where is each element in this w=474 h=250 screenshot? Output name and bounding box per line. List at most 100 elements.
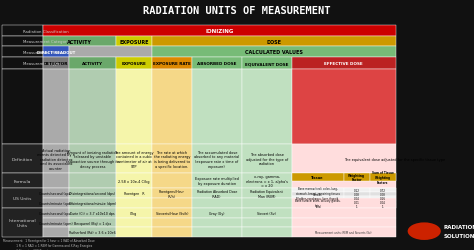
Bar xyxy=(152,228,192,237)
Bar xyxy=(152,37,396,47)
Bar xyxy=(69,208,116,218)
Text: Gonads: Gonads xyxy=(313,192,322,196)
Text: ACTIVITY: ACTIVITY xyxy=(82,62,103,66)
Text: Disintegrations/minute (dpm): Disintegrations/minute (dpm) xyxy=(69,202,116,205)
Text: Roentgen   R: Roentgen R xyxy=(124,192,144,196)
Bar xyxy=(292,200,344,204)
Text: Measurement Method: Measurement Method xyxy=(23,50,65,54)
Text: DOSE: DOSE xyxy=(266,40,281,44)
Text: Sum of Tissue
Weighting
Factors: Sum of Tissue Weighting Factors xyxy=(372,171,394,184)
Text: The amount of energy
contained in a cubic
centimeter of air at
STP: The amount of energy contained in a cubi… xyxy=(114,150,154,168)
Bar xyxy=(292,204,344,208)
Text: 0.04: 0.04 xyxy=(354,196,360,200)
Bar xyxy=(344,204,370,208)
Text: The accumulated dose
absorbed to any material
(exposure rate x time of
exposure): The accumulated dose absorbed to any mat… xyxy=(194,150,239,168)
Text: 0.01: 0.01 xyxy=(354,200,360,204)
Bar xyxy=(152,208,192,218)
Bar xyxy=(69,174,116,188)
Bar xyxy=(43,37,116,47)
Text: 0.08: 0.08 xyxy=(380,192,386,196)
Text: EFFECTIVE DOSE: EFFECTIVE DOSE xyxy=(324,62,363,66)
Text: Bladder, esophagus, liver, thyroid: Bladder, esophagus, liver, thyroid xyxy=(296,196,339,200)
Text: SOLUTIONS: SOLUTIONS xyxy=(443,233,474,238)
Bar xyxy=(292,174,396,188)
Bar xyxy=(370,196,396,200)
Bar xyxy=(116,218,152,228)
Bar xyxy=(370,174,396,181)
Text: EQUIVALENT DOSE: EQUIVALENT DOSE xyxy=(245,62,288,66)
Bar xyxy=(43,218,69,228)
Bar xyxy=(152,174,192,188)
Text: Radiation Absorbed Dose
(RAD): Radiation Absorbed Dose (RAD) xyxy=(197,189,237,198)
Bar xyxy=(292,145,396,174)
Text: DETECTOR: DETECTOR xyxy=(44,62,68,66)
Bar xyxy=(242,198,292,208)
Bar xyxy=(2,145,43,174)
Bar xyxy=(242,174,292,188)
Bar xyxy=(292,58,396,70)
Bar xyxy=(43,70,69,145)
Bar xyxy=(69,218,116,228)
Bar xyxy=(2,174,43,188)
Text: Weighting
Factor: Weighting Factor xyxy=(348,173,365,182)
Text: Radiation Classification: Radiation Classification xyxy=(23,30,68,34)
Text: Measurement Type: Measurement Type xyxy=(23,62,59,66)
Text: Counts/minute (cpm): Counts/minute (cpm) xyxy=(39,202,73,205)
Bar xyxy=(242,218,292,228)
Bar xyxy=(370,188,396,192)
Text: EXPOSURE RATE: EXPOSURE RATE xyxy=(153,62,191,66)
Bar xyxy=(2,26,43,37)
Bar xyxy=(43,174,69,188)
Bar xyxy=(116,228,152,237)
Text: Measurement   1 Roentgen for 1 hour = 1 RAD of Absorbed Dose
               1 R : Measurement 1 Roentgen for 1 hour = 1 RA… xyxy=(3,238,235,250)
Bar xyxy=(192,218,242,228)
Text: EXPOSURE: EXPOSURE xyxy=(121,62,146,66)
Text: Curie (Ci) = 3.7 x10e10 dps: Curie (Ci) = 3.7 x10e10 dps xyxy=(70,211,115,215)
Text: Bone surface, brain, salivary glands,
skin: Bone surface, brain, salivary glands, sk… xyxy=(295,198,340,207)
Text: 0.16: 0.16 xyxy=(380,196,386,200)
Bar xyxy=(69,70,116,145)
Bar xyxy=(43,145,69,174)
Text: Exposure rate multiplied
by exposure duration: Exposure rate multiplied by exposure dur… xyxy=(195,177,239,185)
Text: Counts/second (cps): Counts/second (cps) xyxy=(39,211,72,215)
Bar xyxy=(192,208,242,218)
Text: 0.08: 0.08 xyxy=(354,192,360,196)
Bar xyxy=(69,188,116,198)
Bar xyxy=(242,145,292,174)
Text: Bone marrow (red), colon, lung,
stomach, breast, remaining tissues: Bone marrow (red), colon, lung, stomach,… xyxy=(296,186,339,195)
Text: 1: 1 xyxy=(356,204,357,208)
Bar xyxy=(344,200,370,204)
Text: Rutherford (Rd) = 3.6 x 10e6: Rutherford (Rd) = 3.6 x 10e6 xyxy=(69,230,116,234)
Text: RADIATION UNITS OF MEASUREMENT: RADIATION UNITS OF MEASUREMENT xyxy=(143,6,331,16)
Bar xyxy=(152,218,192,228)
Bar xyxy=(43,58,69,70)
Bar xyxy=(292,192,344,196)
Bar xyxy=(152,198,192,208)
Bar xyxy=(116,58,152,70)
Text: Roentgens/Hour
(R/h): Roentgens/Hour (R/h) xyxy=(159,189,185,198)
Bar xyxy=(242,58,292,70)
Bar xyxy=(292,198,396,208)
Bar xyxy=(192,70,242,145)
Text: The rate at which
the radiating energy
is being delivered to
a specific location: The rate at which the radiating energy i… xyxy=(154,150,190,168)
Bar xyxy=(69,58,116,70)
Bar xyxy=(116,174,152,188)
Bar xyxy=(69,47,152,58)
Bar xyxy=(2,208,43,237)
Bar xyxy=(370,200,396,204)
Bar xyxy=(370,204,396,208)
Text: Actual radiation
events detected by a
radiation detector
and its associated
coun: Actual radiation events detected by a ra… xyxy=(37,148,74,170)
Bar xyxy=(242,70,292,145)
Bar xyxy=(152,145,192,174)
Bar xyxy=(292,188,396,198)
Bar xyxy=(2,47,43,58)
Bar xyxy=(292,228,396,237)
Text: Sieverts/Hour (Sv/h): Sieverts/Hour (Sv/h) xyxy=(155,211,188,215)
Bar xyxy=(69,228,116,237)
Text: Counts/second (cps): Counts/second (cps) xyxy=(39,192,72,196)
Bar xyxy=(292,196,344,200)
Bar xyxy=(43,47,69,58)
Bar xyxy=(43,208,69,218)
Text: Sievert (Sv): Sievert (Sv) xyxy=(257,211,276,215)
Text: 1: 1 xyxy=(382,204,383,208)
